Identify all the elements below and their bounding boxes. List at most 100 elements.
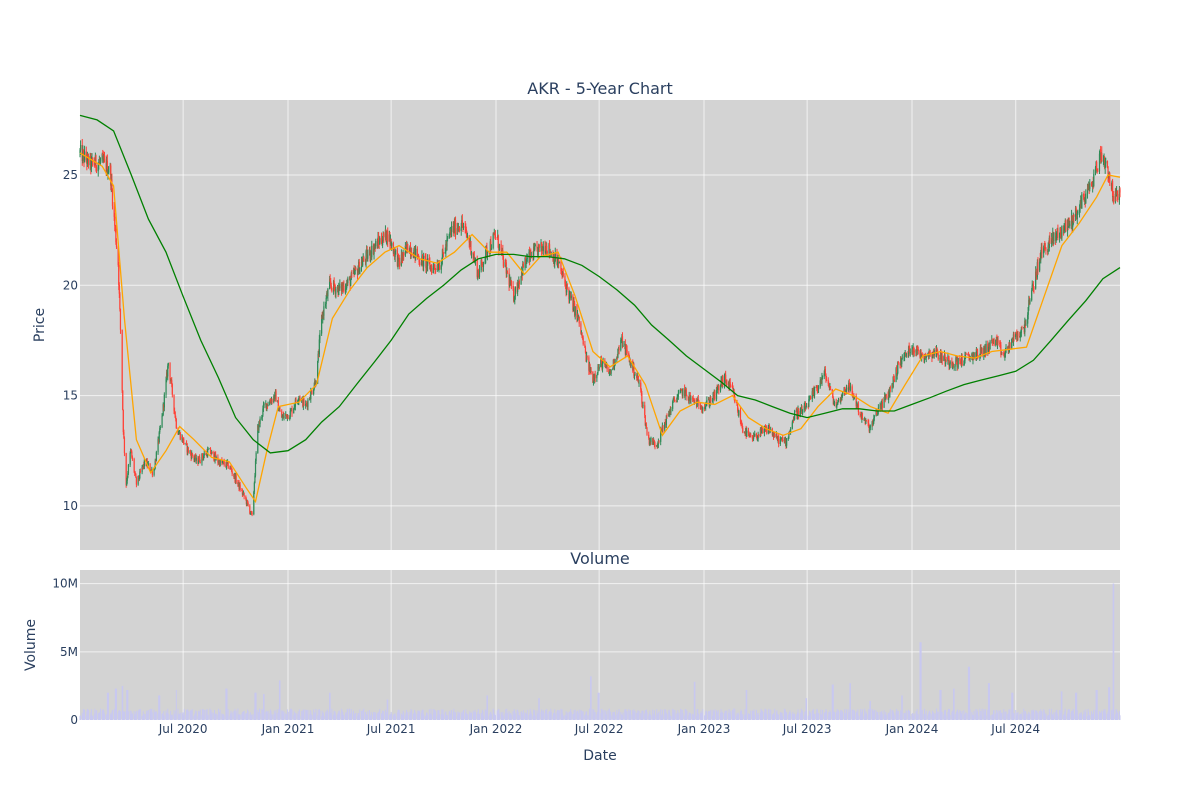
volume-bar: [138, 711, 140, 720]
volume-bar: [897, 711, 899, 720]
candle-up-body: [1000, 352, 1003, 355]
volume-bar: [1035, 710, 1037, 720]
candle-down-body: [1013, 334, 1015, 338]
candle-up-body: [1114, 193, 1117, 202]
volume-bar: [573, 710, 575, 720]
volume-bar: [618, 711, 620, 720]
volume-bar: [93, 714, 95, 720]
volume-bar: [205, 709, 207, 720]
candle-up-body: [83, 151, 86, 162]
candle-down-body: [576, 306, 578, 318]
volume-bar: [351, 711, 353, 720]
candle-up-body: [705, 404, 707, 406]
candle-down-body: [654, 444, 656, 447]
volume-bar: [89, 715, 91, 720]
candle-down-body: [825, 379, 828, 381]
volume-bar: [233, 710, 235, 720]
candle-up-body: [490, 248, 493, 250]
candle-up-body: [677, 393, 679, 397]
candle-down-body: [733, 391, 735, 397]
candle-down-body: [215, 454, 217, 460]
candle-up-body: [690, 397, 692, 401]
volume-bar: [676, 713, 678, 720]
candle-down-body: [586, 356, 588, 358]
candle-down-body: [331, 287, 333, 292]
volume-bar: [169, 714, 171, 720]
candle-down-body: [1104, 157, 1106, 168]
volume-bar: [773, 713, 775, 720]
candle-up-body: [293, 406, 295, 409]
volume-bar: [829, 710, 831, 720]
volume-bar: [517, 711, 519, 720]
candle-down-body: [1117, 193, 1119, 201]
candle-up-body: [905, 353, 907, 357]
candle-up-body: [98, 162, 100, 164]
volume-bar: [80, 715, 82, 720]
volume-bar: [266, 711, 268, 720]
volume-bar: [521, 715, 523, 720]
volume-bar: [1027, 715, 1029, 720]
volume-bar: [1029, 713, 1031, 720]
candle-up-body: [1012, 334, 1015, 342]
candle-down-body: [1106, 161, 1109, 167]
volume-bar: [388, 715, 390, 720]
volume-bar: [387, 699, 389, 720]
volume-bar: [614, 715, 616, 720]
candle-down-body: [588, 357, 590, 371]
date-axis-title: Date: [583, 748, 616, 764]
candle-up-body: [404, 245, 406, 256]
candle-up-body: [672, 401, 674, 409]
volume-bar: [481, 709, 483, 720]
volume-bar: [245, 713, 247, 720]
candle-up-body: [446, 238, 449, 239]
volume-bar: [403, 712, 405, 720]
candle-down-body: [917, 349, 919, 351]
volume-bar: [1108, 687, 1110, 720]
volume-bar: [470, 715, 472, 720]
volume-bar: [813, 713, 815, 720]
volume-bar: [537, 713, 539, 720]
candle-down-body: [179, 432, 181, 440]
volume-bar: [554, 713, 556, 720]
candle-down-body: [644, 405, 646, 416]
candle-down-body: [726, 380, 728, 385]
volume-bar: [249, 714, 251, 720]
volume-bar: [909, 711, 911, 720]
volume-bar: [313, 709, 315, 720]
volume-bar: [1040, 709, 1042, 720]
candle-down-body: [213, 460, 216, 462]
volume-bar: [939, 690, 941, 720]
volume-bar: [573, 714, 575, 720]
volume-bar: [203, 709, 205, 720]
volume-bar: [682, 712, 684, 720]
candle-down-body: [131, 451, 133, 458]
candle-down-body: [115, 229, 117, 243]
candle-down-body: [279, 410, 281, 412]
volume-bar: [847, 709, 849, 720]
volume-bar: [195, 711, 197, 720]
candle-down-body: [378, 237, 380, 241]
volume-bar: [419, 710, 421, 720]
candle-down-body: [123, 432, 125, 438]
candle-up-body: [657, 440, 660, 445]
volume-bar: [969, 709, 971, 720]
candle-up-body: [207, 449, 209, 451]
volume-bar: [736, 713, 738, 720]
volume-bar: [949, 715, 951, 720]
candle-up-body: [526, 258, 528, 263]
volume-bar: [443, 714, 445, 720]
candle-up-body: [845, 387, 848, 392]
volume-bar: [987, 683, 989, 720]
candle-up-body: [460, 227, 462, 231]
candle-down-body: [680, 388, 682, 390]
candle-down-body: [698, 400, 700, 406]
volume-bar: [730, 711, 732, 720]
volume-bar: [293, 711, 295, 720]
candle-up-body: [375, 241, 377, 247]
volume-bar: [100, 708, 102, 720]
candle-down-body: [1107, 166, 1109, 178]
volume-bar: [406, 714, 408, 720]
volume-bar: [223, 715, 225, 720]
volume-bar: [1008, 709, 1010, 720]
volume-bar: [122, 711, 124, 720]
